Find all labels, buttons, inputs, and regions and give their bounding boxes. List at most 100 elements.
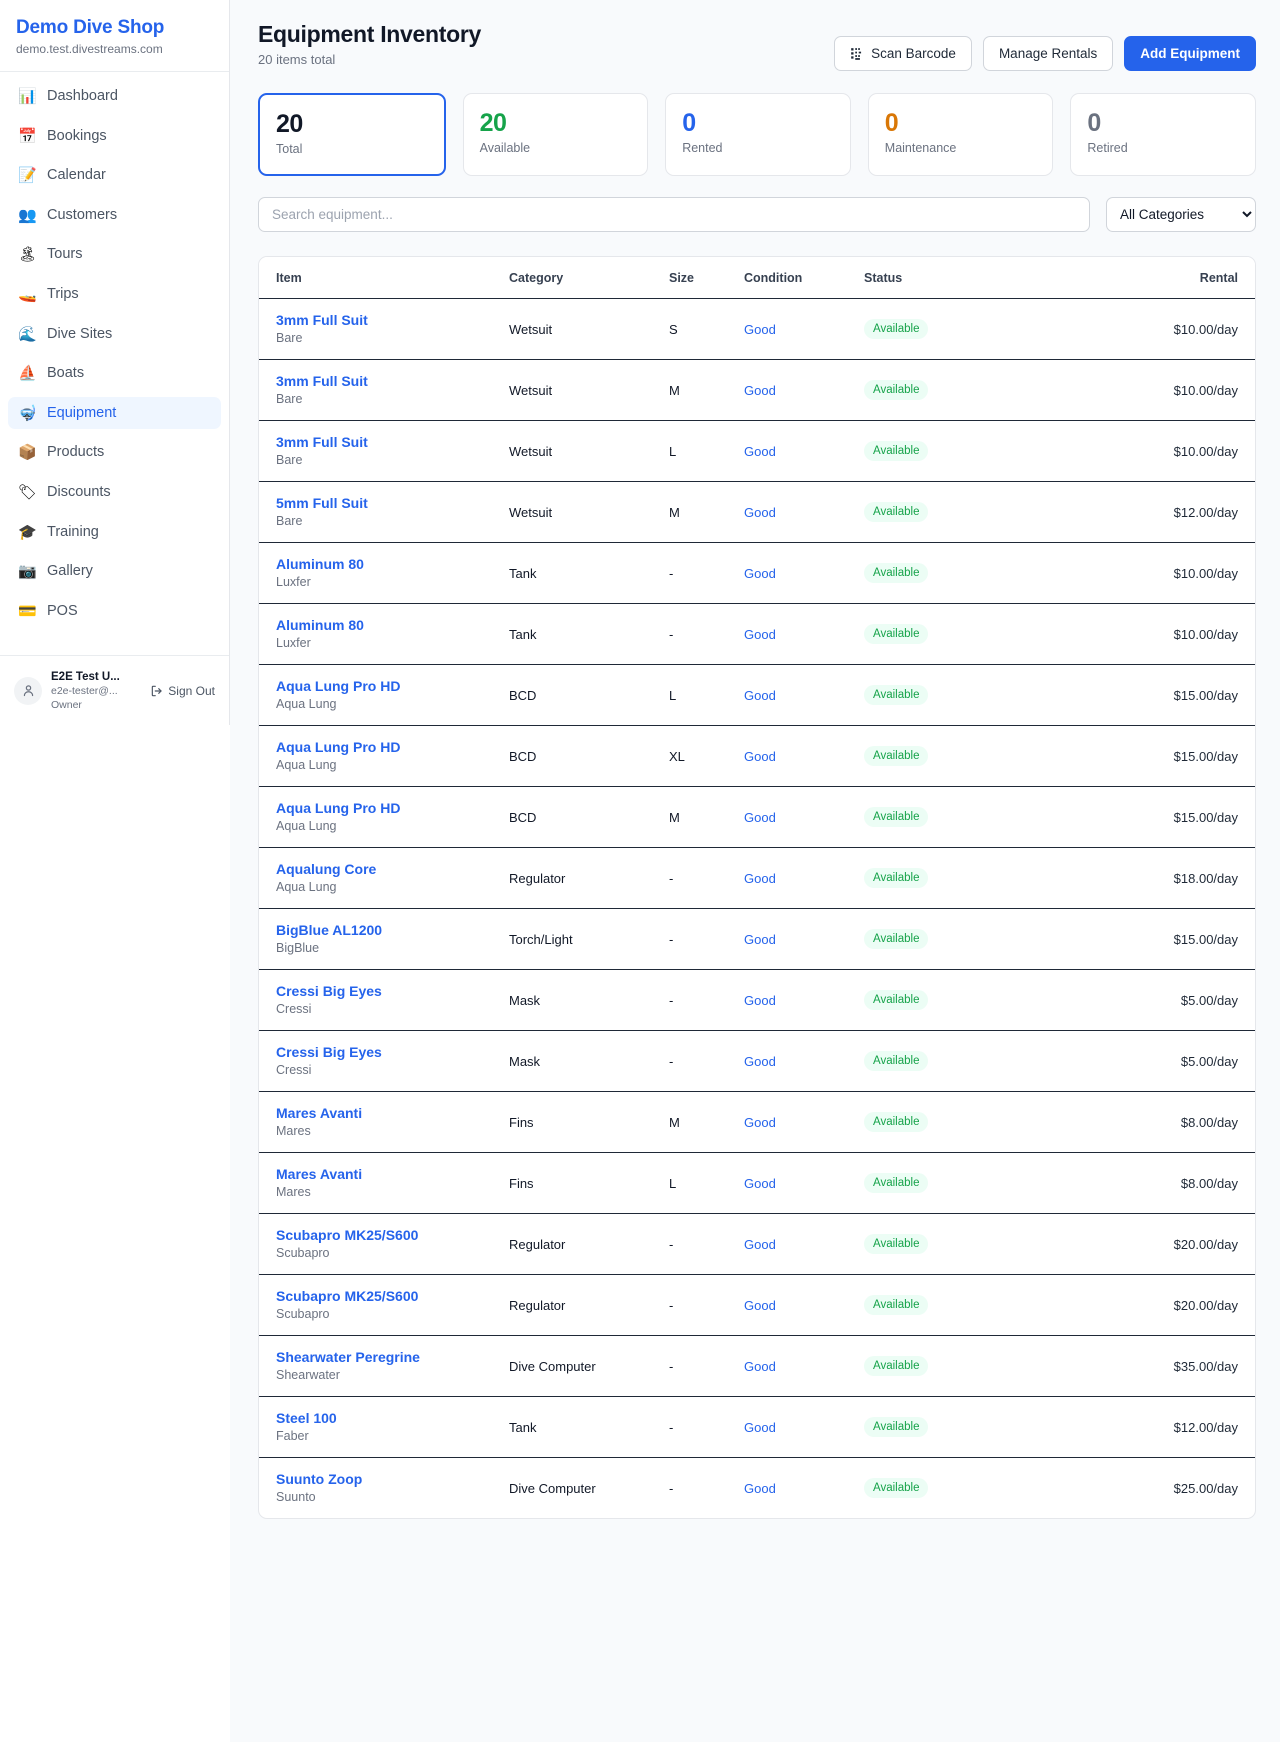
sidebar-item-dive-sites[interactable]: 🌊 Dive Sites	[8, 318, 221, 350]
item-name-link[interactable]: Aqua Lung Pro HD	[276, 739, 401, 755]
condition-link[interactable]: Good	[744, 565, 776, 581]
condition-link[interactable]: Good	[744, 321, 776, 337]
item-name-link[interactable]: Aluminum 80	[276, 617, 364, 633]
condition-link[interactable]: Good	[744, 1297, 776, 1313]
condition-link[interactable]: Good	[744, 1114, 776, 1130]
column-header-status[interactable]: Status	[864, 257, 1019, 299]
condition-link[interactable]: Good	[744, 687, 776, 703]
table-row[interactable]: Aqua Lung Pro HD Aqua Lung BCD L Good Availab…	[259, 664, 1255, 726]
item-name-link[interactable]: Cressi Big Eyes	[276, 1044, 382, 1060]
search-input[interactable]	[258, 197, 1090, 232]
item-name-link[interactable]: Aqualung Core	[276, 861, 377, 877]
table-row[interactable]: 3mm Full Suit Bare Wetsuit M Good Available $1…	[259, 359, 1255, 421]
table-row[interactable]: Cressi Big Eyes Cressi Mask - Good Available $…	[259, 969, 1255, 1031]
sidebar-item-gallery[interactable]: 📷 Gallery	[8, 555, 221, 587]
table-row[interactable]: 3mm Full Suit Bare Wetsuit L Good Available $1…	[259, 420, 1255, 482]
condition-link[interactable]: Good	[744, 1175, 776, 1191]
item-name-link[interactable]: Shearwater Peregrine	[276, 1349, 420, 1365]
condition-link[interactable]: Good	[744, 1053, 776, 1069]
table-row[interactable]: Mares Avanti Mares Fins L Good Available $8.00…	[259, 1152, 1255, 1214]
stat-card-retired[interactable]: 0 Retired	[1070, 93, 1256, 176]
item-name-link[interactable]: Aqua Lung Pro HD	[276, 678, 401, 694]
condition-link[interactable]: Good	[744, 1236, 776, 1252]
table-row[interactable]: Cressi Big Eyes Cressi Mask - Good Available $…	[259, 1030, 1255, 1092]
manage-rentals-button[interactable]: Manage Rentals	[982, 36, 1114, 71]
column-header-rental[interactable]: Rental	[1019, 257, 1255, 299]
table-row[interactable]: Steel 100 Faber Tank - Good Available $12.00/d…	[259, 1396, 1255, 1458]
logout-icon	[152, 685, 162, 696]
sidebar-item-bookings[interactable]: 📅 Bookings	[8, 120, 221, 152]
header-actions: Scan Barcode Manage Rentals Add Equipmen…	[834, 20, 1256, 71]
table-row[interactable]: 3mm Full Suit Bare Wetsuit S Good Available $1…	[259, 298, 1255, 360]
table-row[interactable]: BigBlue AL1200 BigBlue Torch/Light - Good Ava…	[259, 908, 1255, 970]
item-name-link[interactable]: 3mm Full Suit	[276, 434, 368, 450]
status-badge: Available	[864, 1295, 929, 1315]
table-row[interactable]: Aqua Lung Pro HD Aqua Lung BCD M Good Availab…	[259, 786, 1255, 848]
table-row[interactable]: Scubapro MK25/S600 Scubapro Regulator - Good…	[259, 1213, 1255, 1275]
condition-link[interactable]: Good	[744, 809, 776, 825]
table-row[interactable]: Aluminum 80 Luxfer Tank - Good Available $10.0…	[259, 603, 1255, 665]
item-name-link[interactable]: Mares Avanti	[276, 1105, 363, 1121]
condition-link[interactable]: Good	[744, 931, 776, 947]
sidebar-item-discounts[interactable]: 🏷 Discounts	[8, 476, 221, 508]
table-row[interactable]: 5mm Full Suit Bare Wetsuit M Good Available $1…	[259, 481, 1255, 543]
item-name-link[interactable]: Scubapro MK25/S600	[276, 1288, 419, 1304]
item-name-link[interactable]: Scubapro MK25/S600	[276, 1227, 419, 1243]
column-header-size[interactable]: Size	[669, 257, 744, 299]
stat-card-rented[interactable]: 0 Rented	[665, 93, 851, 176]
sidebar-nav: 📊 Dashboard 📅 Bookings 📝 Calendar 👥 Customers 🏝 T…	[0, 72, 229, 655]
condition-link[interactable]: Good	[744, 870, 776, 886]
sidebar-item-tours[interactable]: 🏝 Tours	[8, 238, 221, 270]
condition-link[interactable]: Good	[744, 748, 776, 764]
sidebar-item-pos[interactable]: 💳 POS	[8, 595, 221, 627]
stat-card-maintenance[interactable]: 0 Maintenance	[867, 93, 1054, 176]
item-name-link[interactable]: Suunto Zoop	[276, 1471, 363, 1487]
table-row[interactable]: Aqua Lung Pro HD Aqua Lung BCD XL Good Availa…	[259, 725, 1255, 787]
item-name-link[interactable]: Aluminum 80	[276, 556, 364, 572]
scan-barcode-button[interactable]: Scan Barcode	[834, 36, 972, 71]
sidebar-item-equipment[interactable]: 🤿 Equipment	[8, 396, 221, 429]
brand-block[interactable]: Demo Dive Shop demo.test.divestreams.com	[0, 0, 229, 72]
table-row[interactable]: Shearwater Peregrine Shearwater Dive Compu…	[259, 1335, 1255, 1397]
table-row[interactable]: Suunto Zoop Suunto Dive Computer - Good Avail…	[259, 1458, 1255, 1519]
condition-link[interactable]: Good	[744, 504, 776, 520]
condition-link[interactable]: Good	[744, 626, 776, 642]
column-header-category[interactable]: Category	[509, 257, 669, 299]
item-name-link[interactable]: Aqua Lung Pro HD	[276, 800, 401, 816]
condition-link[interactable]: Good	[744, 1419, 776, 1435]
cell-rental: $25.00/day	[1173, 1480, 1238, 1496]
sign-out-button[interactable]: Sign Out	[150, 684, 219, 698]
table-row[interactable]: Mares Avanti Mares Fins M Good Available $8.00…	[259, 1091, 1255, 1153]
table-row[interactable]: Aqualung Core Aqua Lung Regulator - Good Avai…	[259, 847, 1255, 909]
condition-link[interactable]: Good	[744, 443, 776, 459]
item-name-link[interactable]: 5mm Full Suit	[276, 495, 368, 511]
category-filter-select[interactable]: All Categories	[1106, 197, 1256, 232]
sidebar-item-boats[interactable]: ⛵ Boats	[8, 357, 221, 389]
item-name-link[interactable]: 3mm Full Suit	[276, 312, 368, 328]
column-header-item[interactable]: Item	[259, 257, 509, 299]
sidebar-item-calendar[interactable]: 📝 Calendar	[8, 159, 221, 191]
column-header-condition[interactable]: Condition	[744, 257, 864, 299]
condition-link[interactable]: Good	[744, 382, 776, 398]
table-row[interactable]: Scubapro MK25/S600 Scubapro Regulator - Good…	[259, 1274, 1255, 1336]
item-brand: Aqua Lung	[276, 697, 337, 711]
item-name-link[interactable]: Cressi Big Eyes	[276, 983, 382, 999]
sidebar-item-products[interactable]: 📦 Products	[8, 436, 221, 468]
sidebar-item-training[interactable]: 🎓 Training	[8, 516, 221, 548]
add-equipment-button[interactable]: Add Equipment	[1124, 36, 1256, 71]
condition-link[interactable]: Good	[744, 1358, 776, 1374]
cell-category: Wetsuit	[509, 420, 669, 482]
item-name-link[interactable]: 3mm Full Suit	[276, 373, 368, 389]
sidebar-item-trips[interactable]: 🚤 Trips	[8, 278, 221, 310]
stat-card-available[interactable]: 20 Available	[462, 93, 649, 176]
table-row[interactable]: Aluminum 80 Luxfer Tank - Good Available $10.0…	[259, 542, 1255, 604]
sidebar-item-dashboard[interactable]: 📊 Dashboard	[8, 80, 221, 112]
stat-card-total[interactable]: 20 Total	[258, 93, 446, 176]
item-name-link[interactable]: Steel 100	[276, 1410, 337, 1426]
condition-link[interactable]: Good	[744, 992, 776, 1008]
item-name-link[interactable]: Mares Avanti	[276, 1166, 363, 1182]
sidebar-item-label: Tours	[47, 246, 83, 263]
sidebar-item-customers[interactable]: 👥 Customers	[8, 199, 221, 231]
item-name-link[interactable]: BigBlue AL1200	[276, 922, 383, 938]
condition-link[interactable]: Good	[744, 1480, 776, 1496]
